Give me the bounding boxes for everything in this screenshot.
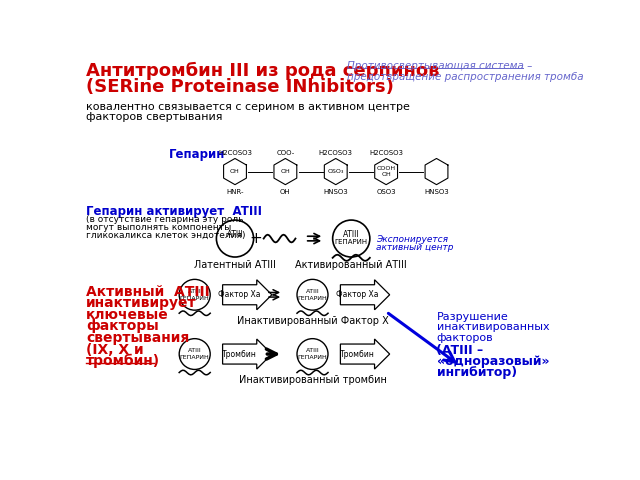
Text: Активированный АТIII: Активированный АТIII xyxy=(296,260,407,270)
Text: OH: OH xyxy=(280,189,291,194)
Text: тромбин): тромбин) xyxy=(86,354,161,368)
Text: Экспонируется: Экспонируется xyxy=(376,235,448,244)
Text: «одноразовый»: «одноразовый» xyxy=(436,355,549,368)
Text: ингибитор): ингибитор) xyxy=(436,366,516,379)
Text: ГЕПАРИН: ГЕПАРИН xyxy=(335,240,368,245)
Text: COOH
OH: COOH OH xyxy=(376,166,396,177)
FancyBboxPatch shape xyxy=(340,339,390,369)
Text: OSO₃: OSO₃ xyxy=(328,169,344,174)
Text: HNSO3: HNSO3 xyxy=(323,189,348,194)
Text: Инактивированный тромбин: Инактивированный тромбин xyxy=(239,375,387,385)
Text: ГЕПАРИН: ГЕПАРИН xyxy=(180,296,209,301)
Text: (в отсутствие гепарина эту роль: (в отсутствие гепарина эту роль xyxy=(86,216,244,225)
Text: Инактивированный Фактор X: Инактивированный Фактор X xyxy=(237,315,388,325)
Text: HNSO3: HNSO3 xyxy=(424,189,449,194)
Text: Противосвертывающая система –: Противосвертывающая система – xyxy=(348,61,532,72)
Text: АТIII: АТIII xyxy=(227,230,243,239)
FancyBboxPatch shape xyxy=(223,280,272,310)
Text: OH: OH xyxy=(230,169,240,174)
Text: гликокаликса клеток эндотелия): гликокаликса клеток эндотелия) xyxy=(86,231,246,240)
Text: ГЕПАРИН: ГЕПАРИН xyxy=(298,355,328,360)
Text: OSO3: OSO3 xyxy=(376,189,396,194)
Text: Разрушение: Разрушение xyxy=(436,312,508,322)
Text: Латентный АТIII: Латентный АТIII xyxy=(194,260,276,270)
Text: инактивирует: инактивирует xyxy=(86,296,197,310)
Text: АТIII: АТIII xyxy=(188,348,202,353)
Text: H2COSO3: H2COSO3 xyxy=(319,150,353,156)
Text: (SERine Proteinase INhibitors): (SERine Proteinase INhibitors) xyxy=(86,78,394,96)
Text: (IX, X и: (IX, X и xyxy=(86,343,144,357)
Text: ГЕПАРИН: ГЕПАРИН xyxy=(298,296,328,301)
Text: H2COSO3: H2COSO3 xyxy=(369,150,403,156)
Text: факторов: факторов xyxy=(436,333,493,343)
Text: Гепарин: Гепарин xyxy=(169,148,225,161)
Text: свертывания: свертывания xyxy=(86,331,189,345)
Text: Антитромбин III из рода серпинов: Антитромбин III из рода серпинов xyxy=(86,61,440,80)
FancyBboxPatch shape xyxy=(223,339,272,369)
Text: +: + xyxy=(250,231,262,246)
Text: H2COSO3: H2COSO3 xyxy=(218,150,252,156)
Text: HNR-: HNR- xyxy=(227,189,244,194)
FancyBboxPatch shape xyxy=(340,280,390,310)
Text: Тромбин: Тромбин xyxy=(222,349,257,359)
Text: могут выполнять компоненты: могут выполнять компоненты xyxy=(86,223,232,232)
Text: ковалентно связывается с серином в активном центре: ковалентно связывается с серином в актив… xyxy=(86,102,410,112)
Text: инактивированных: инактивированных xyxy=(436,323,549,333)
Text: Фактор Ха: Фактор Ха xyxy=(218,290,261,299)
Text: факторов свертывания: факторов свертывания xyxy=(86,111,223,121)
Text: ГЕПАРИН: ГЕПАРИН xyxy=(180,355,209,360)
Text: АТIII: АТIII xyxy=(306,289,319,294)
Text: (ATIII –: (ATIII – xyxy=(436,344,484,357)
Text: COO-: COO- xyxy=(276,150,294,156)
Text: Активный  АТIII: Активный АТIII xyxy=(86,285,210,299)
Text: OH: OH xyxy=(280,169,291,174)
Text: АТIII: АТIII xyxy=(306,348,319,353)
Text: Тромбин: Тромбин xyxy=(340,349,375,359)
Text: АТIII: АТIII xyxy=(343,230,360,239)
Text: АТIII: АТIII xyxy=(188,289,202,294)
Text: Гепарин активирует  ATIII: Гепарин активирует ATIII xyxy=(86,205,262,218)
Text: Фактор Ха: Фактор Ха xyxy=(336,290,379,299)
Text: активный центр: активный центр xyxy=(376,243,454,252)
Text: ключевые: ключевые xyxy=(86,308,169,322)
Text: предотвращение распространения тромба: предотвращение распространения тромба xyxy=(348,72,584,82)
Text: факторы: факторы xyxy=(86,319,159,334)
